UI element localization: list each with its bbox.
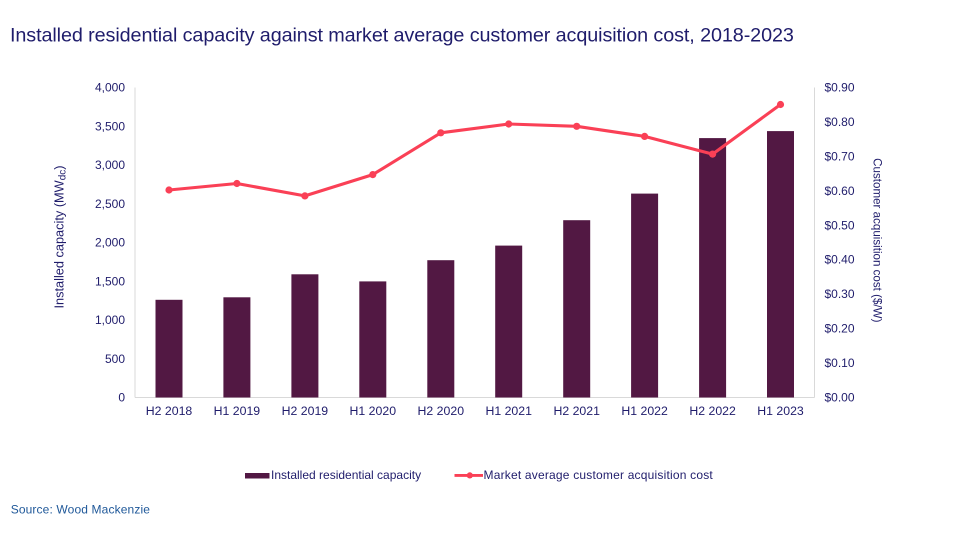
svg-text:H1 2020: H1 2020 <box>350 404 397 418</box>
svg-text:$0.40: $0.40 <box>825 253 855 267</box>
svg-text:$0.60: $0.60 <box>825 184 855 198</box>
svg-text:Market average customer acquis: Market average customer acquisition cost <box>484 468 714 482</box>
svg-text:3,500: 3,500 <box>95 119 125 133</box>
svg-text:H2 2020: H2 2020 <box>418 404 465 418</box>
svg-text:1,000: 1,000 <box>95 313 125 327</box>
svg-text:500: 500 <box>105 352 125 366</box>
svg-text:H1 2023: H1 2023 <box>757 404 804 418</box>
svg-text:1,500: 1,500 <box>95 274 125 288</box>
svg-text:$0.20: $0.20 <box>825 322 855 336</box>
svg-text:$0.30: $0.30 <box>825 287 855 301</box>
svg-text:H2 2019: H2 2019 <box>282 404 329 418</box>
svg-text:4,000: 4,000 <box>95 81 125 95</box>
svg-text:3,000: 3,000 <box>95 158 125 172</box>
svg-text:H1 2019: H1 2019 <box>214 404 261 418</box>
svg-text:H1 2022: H1 2022 <box>621 404 668 418</box>
svg-text:Installed capacity (MWdc): Installed capacity (MWdc) <box>52 165 69 308</box>
svg-text:H1 2021: H1 2021 <box>485 404 532 418</box>
svg-text:$0.70: $0.70 <box>825 149 855 163</box>
svg-text:2,000: 2,000 <box>95 236 125 250</box>
svg-text:Source: Wood Mackenzie: Source: Wood Mackenzie <box>11 503 151 517</box>
svg-text:2,500: 2,500 <box>95 197 125 211</box>
svg-text:$0.00: $0.00 <box>825 391 855 405</box>
svg-text:Installed residential capacity: Installed residential capacity against m… <box>10 25 794 47</box>
svg-text:H2 2021: H2 2021 <box>553 404 600 418</box>
svg-text:$0.90: $0.90 <box>825 81 855 95</box>
svg-text:H2 2022: H2 2022 <box>689 404 736 418</box>
svg-text:Customer acquisition cost ($/W: Customer acquisition cost ($/W) <box>871 158 884 322</box>
svg-text:$0.50: $0.50 <box>825 218 855 232</box>
svg-text:H2 2018: H2 2018 <box>146 404 193 418</box>
svg-text:0: 0 <box>118 391 125 405</box>
svg-text:$0.10: $0.10 <box>825 356 855 370</box>
svg-text:$0.80: $0.80 <box>825 115 855 129</box>
svg-text:Installed residential capacity: Installed residential capacity <box>271 468 421 482</box>
